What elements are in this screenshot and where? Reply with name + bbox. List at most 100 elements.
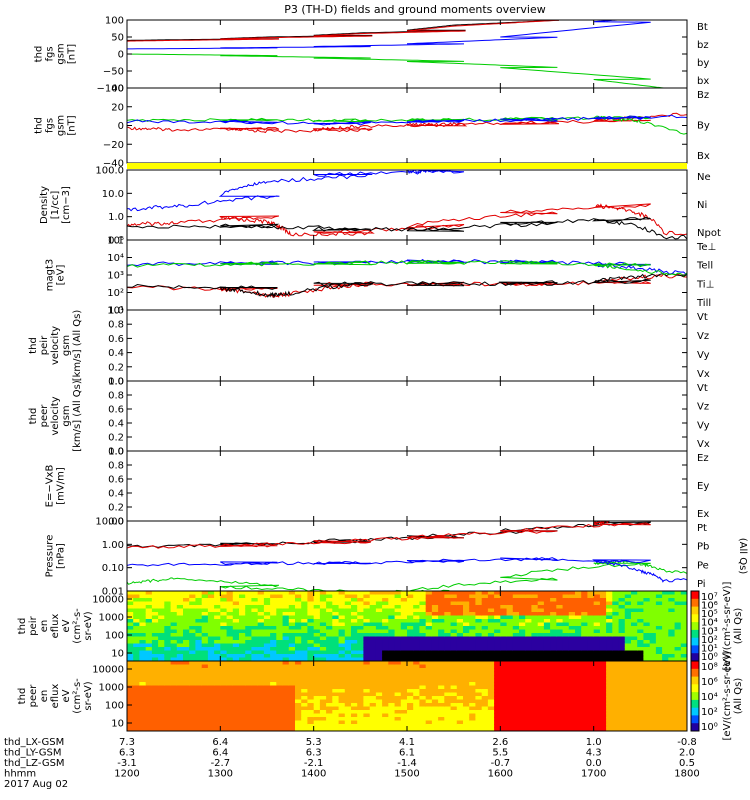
y-tick-label: 10 [111,719,124,730]
y-tick-label: 0.6 [108,475,124,486]
y-tick-label: 0.8 [108,391,124,402]
colorbar-tick: 10⁴ [701,692,718,703]
ephemeris-value: 0.5 [679,758,695,769]
legend-npot: Npot [697,228,721,239]
y-tick-label: −50 [103,67,124,78]
series-bx [127,20,651,50]
y-tick-label: 0.2 [108,433,124,444]
y-tick-label: 0.2 [108,503,124,514]
y-tick-label: −40 [103,159,124,170]
y-tick-label: 0.8 [108,461,124,472]
y-axis-label: thd [34,117,45,134]
legend-pi: Pi [697,579,706,590]
series-bt [127,20,559,41]
panel-5: 1.0 0.8 0.6 0.4 0.2 0.0 Vt Vz Vy Vx thd peir velocit… [28,306,710,388]
ephemeris-value: -2.1 [304,758,324,769]
colorbar-sub: (All Qs) [733,678,744,715]
y-tick-label: 100 [105,631,124,642]
y-axis-label: peir [28,615,39,635]
colorbar-tick: 10⁶ [701,601,718,612]
legend-ne: Ne [697,172,711,183]
colorbar-tick: 10⁴ [701,618,718,629]
ephemeris-value: 5.3 [306,737,322,748]
legend-vz: Vz [697,402,709,413]
legend-pt: Pt [697,523,707,534]
panel-frame [126,380,688,452]
y-axis-label: fgs [45,46,56,61]
colorbar-label: [eV/(cm²-s-sr-eV)] [722,581,733,670]
legend-vt: Vt [697,312,708,323]
ephemeris-value: 2.6 [492,737,508,748]
legend-ez: Ez [697,453,709,464]
legend-vx: Vx [697,439,710,450]
y-axis-label: Pressure [45,535,56,578]
y-tick-label: 0.4 [108,489,124,500]
ephemeris-value: 1500 [394,769,419,780]
y-axis-label: peer [28,684,39,708]
panel-2: 40 20 0 −20 −40 Bz By Bx thd fgs gsm [nT] [34,84,710,170]
panel-frame [126,309,688,382]
legend-bx: bx [697,76,709,87]
series-ne [127,203,687,237]
colorbar-tick: 10⁰ [701,722,718,733]
y-tick-label: 10 [111,649,124,660]
series-tell [127,273,687,299]
y-tick-label: 10² [107,288,124,299]
ephemeris-value: -2.7 [211,758,231,769]
y-axis-label: peer [39,404,50,428]
y-tick-label: 1000 [99,683,124,694]
colorbar-tick: 10⁶ [701,677,718,688]
ephemeris-value: 7.3 [119,737,135,748]
colorbar-tick: 10¹ [701,643,718,654]
ephemeris-value: -3.1 [117,758,137,769]
colorbar-tick: 10² [701,707,718,718]
y-tick-label: 100 [105,701,124,712]
series-pt [127,521,651,548]
y-tick-label: 1000 [99,613,124,624]
y-axis-label: thd [17,618,28,635]
y-axis-label: magt3 [45,259,56,292]
y-tick-label: 0.6 [108,334,124,345]
y-axis-label: [mV/m] [56,467,67,505]
y-axis-label: thd [34,46,45,63]
series-by [127,53,664,88]
series-pi [127,557,687,583]
ephemeris-label: hhmm [4,769,36,780]
legend-tell: Tell [696,261,713,272]
y-tick-label: −100 [97,84,124,95]
y-axis-label: thd [28,337,39,354]
ephemeris-value: 1800 [674,769,699,780]
ephemeris-value: 1.0 [586,737,602,748]
y-axis-label: gsm [61,405,72,426]
ephemeris-value: 6.4 [212,737,228,748]
legend-ti: Ti⊥ [696,279,714,290]
y-axis-label: [nT] [67,44,78,64]
ephemeris-label: thd_LX-GSM [4,737,64,748]
legend-ex: Ex [697,509,709,520]
colorbar-tick: 10² [701,635,718,646]
ephemeris-value: 2.0 [679,748,695,759]
ephemeris-value: 0.0 [586,758,602,769]
panel-frame [126,239,688,311]
y-axis-label: [km/s] (All Qs) [72,310,83,382]
y-axis-label: eV [61,619,72,632]
y-tick-label: 20 [111,102,124,113]
legend-ey: Ey [697,481,709,492]
legend-bt: Bt [697,22,708,33]
ephemeris-value: 1400 [301,769,326,780]
ephemeris-value: 6.3 [119,748,135,759]
y-tick-label: 0.4 [108,419,124,430]
y-tick-label: 0.01 [102,587,124,598]
y-tick-label: 10³ [107,271,124,282]
y-tick-label: 0.10 [102,563,124,574]
series-till [127,259,687,281]
series-ni [127,216,687,240]
series-bx [127,114,687,126]
y-axis-label: (cm²-s- [72,608,83,644]
ephemeris-label: thd_LZ-GSM [4,758,65,769]
legend-ni: Ni [697,200,707,211]
y-tick-label: 1.0 [108,377,124,388]
